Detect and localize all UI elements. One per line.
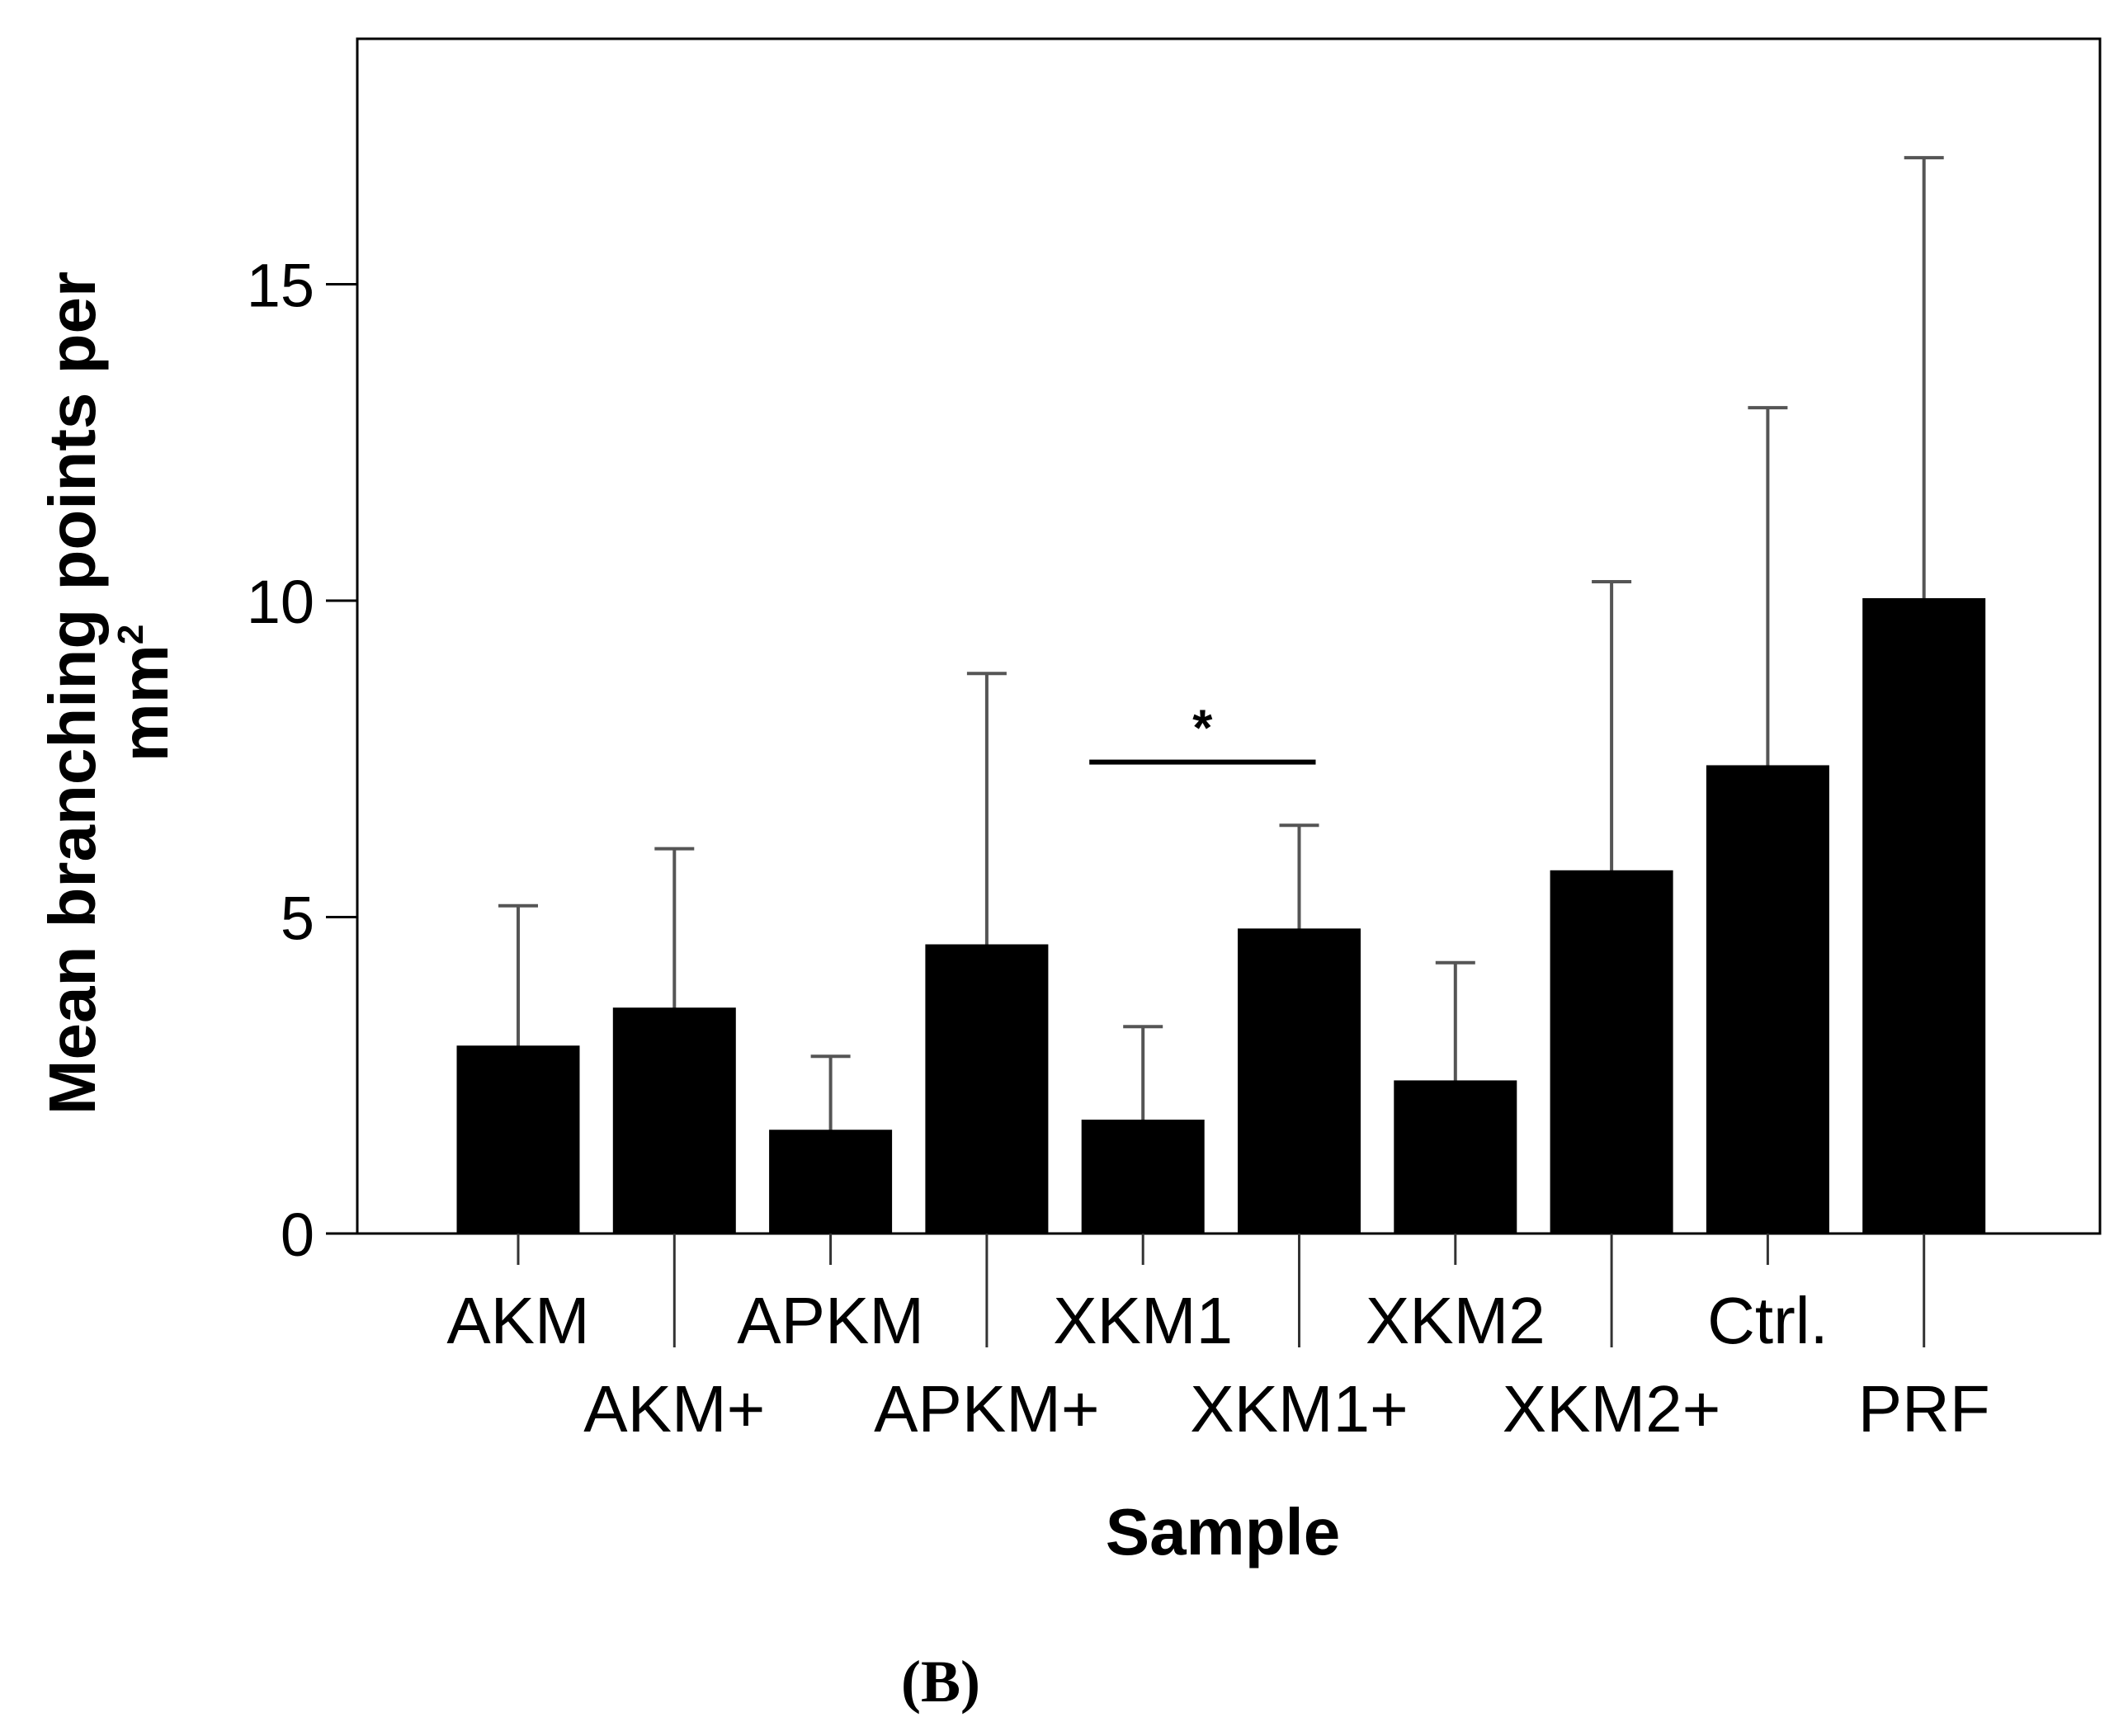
y-axis: 0 5 10 15 <box>247 252 357 1269</box>
y-tick-label-15: 15 <box>247 252 314 320</box>
significance-annotations: * <box>1089 701 1316 765</box>
error-bar-XKM1 <box>1123 1025 1163 1121</box>
y-axis-title-unit-line: mm2 <box>108 625 182 762</box>
x-tick-label-PRF: PRF <box>1858 1372 1990 1446</box>
bar-PRF <box>1862 597 1986 1235</box>
bar-AKM <box>456 1045 580 1235</box>
panel-label: (B) <box>901 1649 980 1715</box>
error-bar-XKM1+ <box>1279 823 1319 930</box>
x-tick-label-XKM1+: XKM1+ <box>1190 1372 1409 1446</box>
y-axis-title-unit-sup: 2 <box>111 625 151 644</box>
bar-APKM <box>769 1130 893 1235</box>
bar-XKM2+ <box>1550 870 1673 1235</box>
x-axis: AKM AKM+ APKM APKM+ XKM1 XKM1+ XKM2 XKM2+ Ctrl. P… <box>446 1234 1990 1446</box>
bar-APKM+ <box>925 944 1049 1235</box>
bars <box>456 597 1986 1235</box>
x-tick-label-APKM+: APKM+ <box>874 1372 1099 1446</box>
y-axis-title: Mean branching points per mm2 <box>35 271 182 1115</box>
x-tick-label-XKM2: XKM2 <box>1366 1284 1545 1357</box>
error-bar-XKM2 <box>1435 960 1475 1082</box>
error-bar-Ctrl. <box>1748 406 1788 767</box>
bar-Ctrl. <box>1706 765 1829 1235</box>
x-tick-label-XKM2+: XKM2+ <box>1503 1372 1721 1446</box>
y-axis-title-unit: mm <box>108 644 182 762</box>
error-bar-XKM2+ <box>1592 579 1632 872</box>
error-bar-APKM <box>810 1054 851 1131</box>
error-bars <box>498 156 1944 1131</box>
bar-XKM2 <box>1394 1080 1517 1235</box>
bar-AKM+ <box>612 1007 736 1235</box>
x-tick-label-Ctrl.: Ctrl. <box>1707 1284 1829 1357</box>
y-tick-label-0: 0 <box>281 1201 314 1269</box>
x-tick-label-APKM: APKM <box>737 1284 924 1357</box>
error-bar-PRF <box>1904 156 1944 600</box>
error-bar-AKM <box>498 903 538 1047</box>
y-tick-label-10: 10 <box>247 568 314 636</box>
plot-frame <box>356 37 2102 1235</box>
bar-XKM1+ <box>1238 928 1361 1235</box>
y-axis-title-main: Mean branching points per <box>35 271 109 1115</box>
x-axis-title: Sample <box>1106 1495 1341 1569</box>
x-tick-label-XKM1: XKM1 <box>1053 1284 1233 1357</box>
x-tick-label-AKM+: AKM+ <box>583 1372 765 1446</box>
bar-XKM1 <box>1081 1119 1205 1235</box>
x-tick-label-AKM: AKM <box>446 1284 589 1357</box>
y-tick-label-5: 5 <box>281 885 314 953</box>
error-bar-AKM+ <box>654 847 695 1009</box>
error-bar-APKM+ <box>966 672 1007 946</box>
significance-label-0: * <box>1192 701 1213 757</box>
